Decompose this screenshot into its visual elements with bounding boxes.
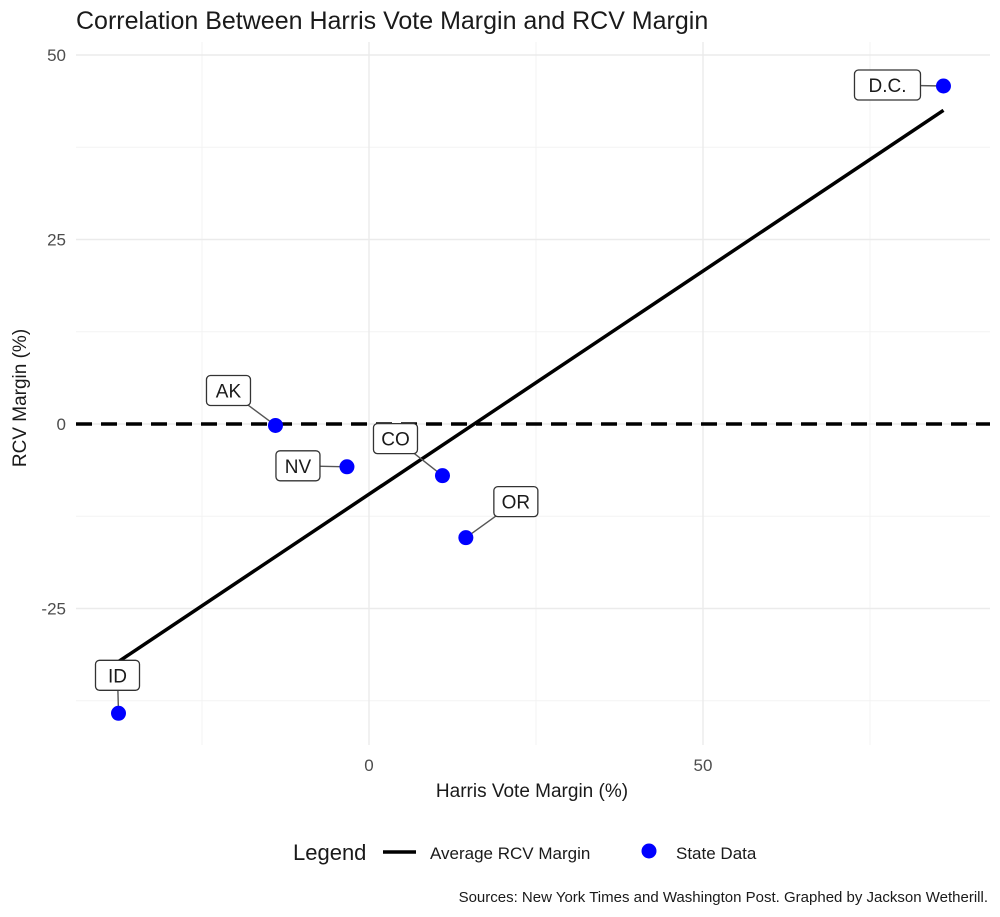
- y-tick-label: 25: [47, 231, 66, 250]
- point-label-group: CO: [372, 423, 443, 477]
- legend-point-swatch: [641, 843, 657, 859]
- y-tick-label: -25: [41, 600, 66, 619]
- point-label-dc: D.C.: [868, 76, 906, 97]
- label-box: [853, 69, 922, 101]
- label-box: [94, 659, 141, 691]
- state-point-nv: [339, 459, 355, 475]
- state-point-id: [111, 705, 126, 721]
- legend-title: Legend: [293, 840, 366, 865]
- average-rcv-margin-line: [114, 108, 945, 666]
- legend-item-state-data: State Data: [676, 844, 757, 863]
- label-box: [275, 450, 321, 482]
- label-box: [205, 374, 252, 407]
- point-label-id: ID: [108, 666, 127, 687]
- point-labels: D.C. AK NV CO OR ID: [94, 69, 944, 714]
- point-label-group: D.C.: [853, 69, 944, 101]
- legend: Legend Average RCV Margin State Data: [293, 840, 757, 865]
- point-label-or: OR: [502, 493, 531, 514]
- data-points: [111, 78, 951, 721]
- source-caption: Sources: New York Times and Washington P…: [459, 889, 988, 906]
- y-axis-ticks: -25 0 25 50: [41, 46, 66, 619]
- point-label-group: AK: [205, 374, 276, 427]
- y-tick-label: 50: [47, 46, 66, 65]
- y-tick-label: 0: [57, 415, 66, 434]
- point-label-co: CO: [381, 430, 410, 451]
- point-label-group: ID: [94, 659, 141, 714]
- point-label-group: NV: [275, 450, 347, 482]
- point-label-group: OR: [465, 486, 539, 539]
- x-tick-label: 0: [364, 756, 373, 775]
- legend-item-average-rcv-margin: Average RCV Margin: [430, 844, 590, 863]
- x-axis-ticks: 0 50: [364, 756, 712, 775]
- y-axis-label: RCV Margin (%): [10, 329, 31, 467]
- state-point-ak: [267, 417, 283, 433]
- x-axis-label: Harris Vote Margin (%): [436, 781, 628, 802]
- chart-title: Correlation Between Harris Vote Margin a…: [76, 7, 708, 35]
- point-label-nv: NV: [285, 457, 312, 478]
- label-box: [372, 423, 419, 455]
- point-label-ak: AK: [216, 381, 242, 402]
- state-point-or: [458, 530, 474, 546]
- label-box: [493, 486, 539, 518]
- state-point-dc: [935, 78, 951, 94]
- state-point-co: [434, 468, 450, 484]
- x-tick-label: 50: [694, 756, 713, 775]
